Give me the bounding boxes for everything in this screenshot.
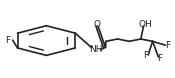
Text: F: F xyxy=(143,51,148,60)
Text: F: F xyxy=(158,54,163,63)
Text: O: O xyxy=(94,20,101,29)
Text: F: F xyxy=(165,41,171,50)
Text: F: F xyxy=(5,36,10,45)
Text: NH: NH xyxy=(89,45,103,54)
Text: OH: OH xyxy=(138,20,152,29)
